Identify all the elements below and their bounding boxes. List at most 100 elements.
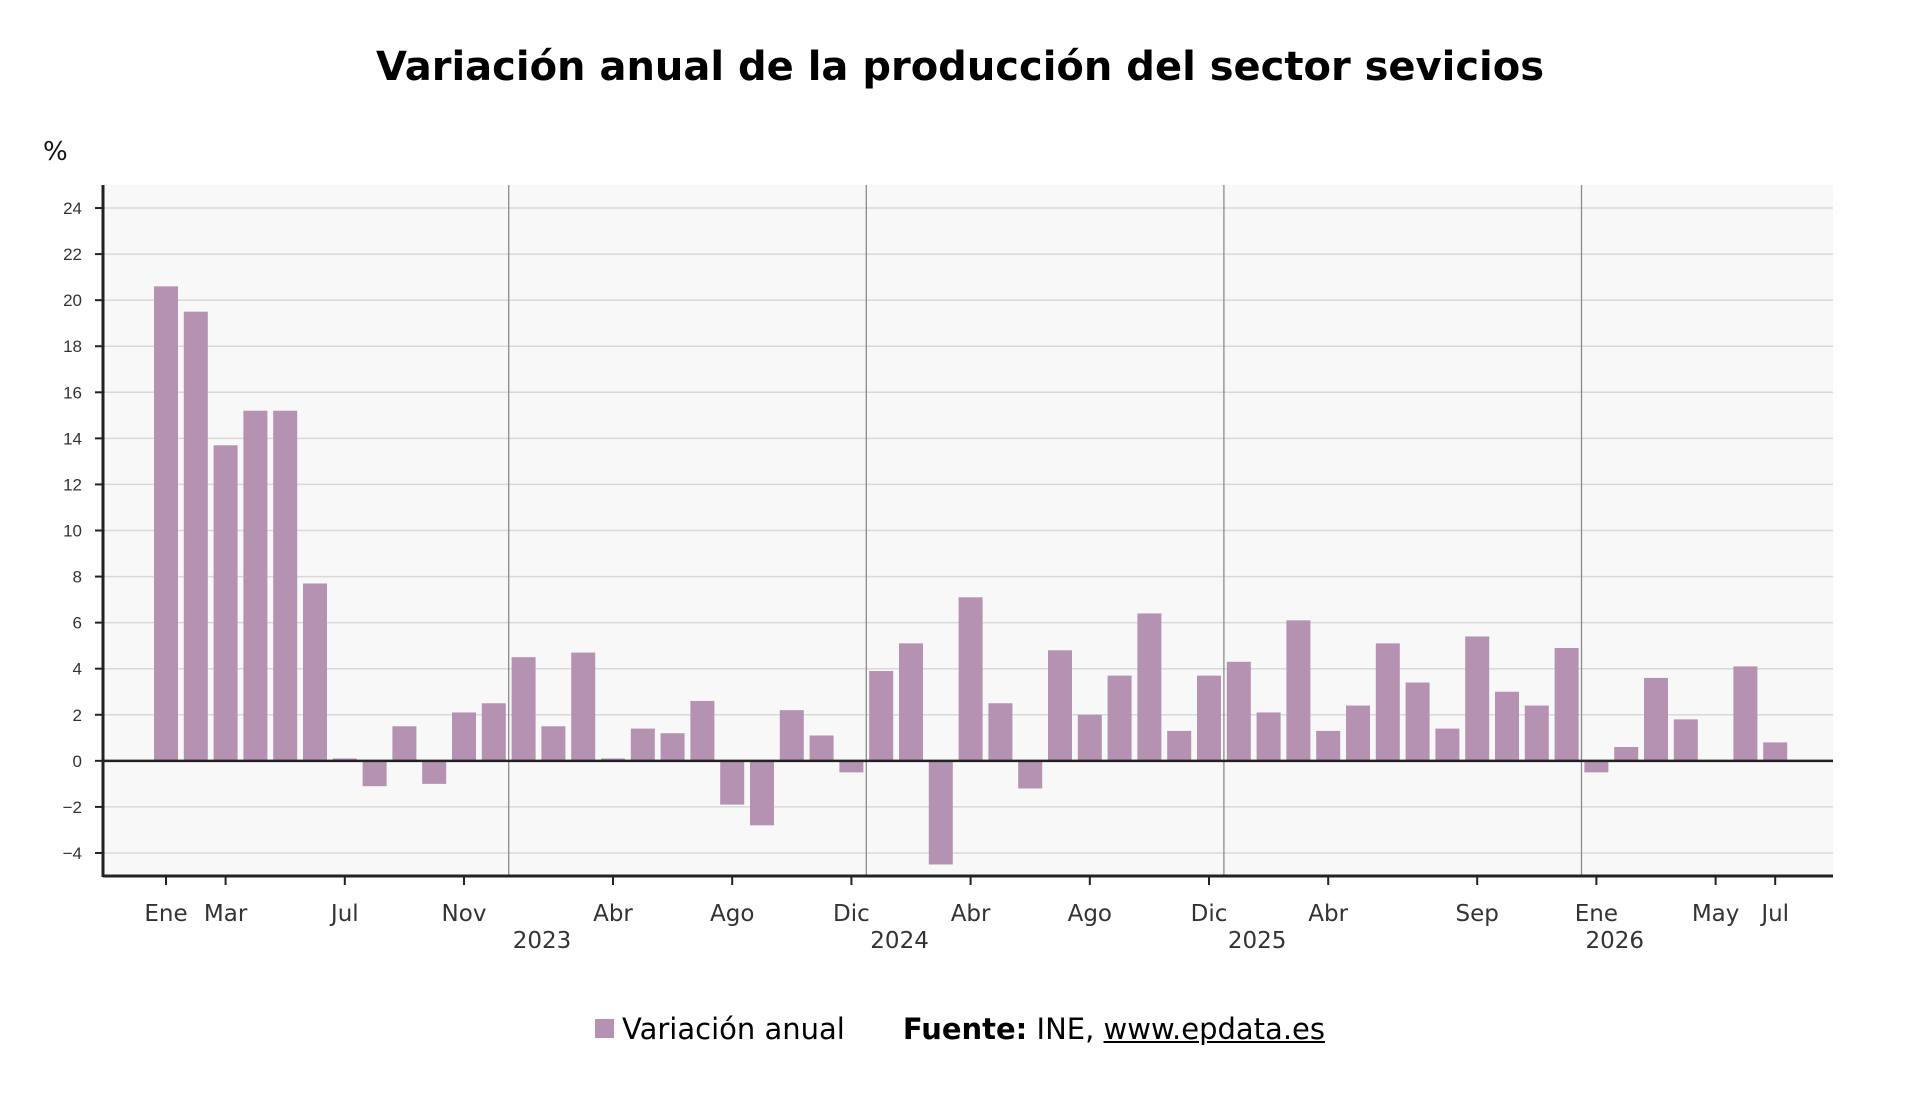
year-label-2023: 2023 <box>513 928 572 954</box>
bar-2022-03 <box>213 445 238 761</box>
bar-2026-03 <box>1644 677 1668 761</box>
bar-2023-05 <box>630 728 655 761</box>
y-tick-label-9: 14 <box>63 429 82 448</box>
bar-2025-08 <box>1435 728 1460 761</box>
y-tick-label-2: 0 <box>73 752 82 771</box>
bar-2026-07 <box>1763 742 1788 761</box>
x-tick-label-14: Jul <box>1759 901 1789 927</box>
bar-2026-04 <box>1673 719 1698 761</box>
bar-2022-01 <box>154 286 178 761</box>
x-tick-label-11: Sep <box>1456 901 1499 927</box>
y-tick-label-5: 6 <box>73 614 82 633</box>
y-tick-label-8: 12 <box>63 475 82 494</box>
y-tick-label-4: 4 <box>73 660 82 679</box>
x-tick-labels: Ene Mar Jul Nov Abr Ago Dic Abr Ago Dic Abr Sep Ene M… <box>144 901 1789 927</box>
bar-2024-11 <box>1167 730 1192 761</box>
bar-2025-10 <box>1495 691 1519 761</box>
legend-swatch <box>595 1019 615 1038</box>
bar-2025-11 <box>1524 705 1549 761</box>
bar-2022-12 <box>481 703 506 761</box>
y-tick-label-11: 18 <box>63 337 82 356</box>
chart-title: Variación anual de la producción del sec… <box>375 44 1545 90</box>
y-tick-label-1: −2 <box>63 798 82 817</box>
bar-2023-08 <box>720 760 745 805</box>
bar-series <box>154 286 1788 865</box>
bar-2025-04 <box>1316 730 1341 761</box>
x-tick-label-7: Abr <box>951 901 991 927</box>
y-tick-label-13: 22 <box>63 245 82 264</box>
bar-2026-02 <box>1614 747 1639 761</box>
year-label-2026: 2026 <box>1586 928 1645 954</box>
x-tick-label-0: Ene <box>144 901 187 927</box>
bar-2022-08 <box>362 760 387 787</box>
y-tick-label-12: 20 <box>63 291 82 310</box>
y-tick-label-7: 10 <box>63 522 82 541</box>
grid-lines <box>103 207 1833 854</box>
bar-2023-01 <box>511 657 536 761</box>
bar-2024-09 <box>1107 675 1132 761</box>
bar-2023-10 <box>779 710 804 761</box>
bar-2024-06 <box>1018 760 1043 789</box>
bar-2025-05 <box>1346 705 1370 761</box>
y-tick-label-6: 8 <box>73 568 82 587</box>
bar-2026-01 <box>1584 760 1609 773</box>
bar-2024-10 <box>1137 613 1162 761</box>
y-tick-label-10: 16 <box>63 383 82 402</box>
source-link[interactable]: www.epdata.es <box>1103 1012 1325 1046</box>
bar-2022-05 <box>273 410 298 761</box>
axes <box>95 185 1833 885</box>
year-labels: 2023 2024 2025 2026 <box>513 928 1644 954</box>
bar-2023-09 <box>750 760 774 826</box>
bar-2023-11 <box>809 735 834 761</box>
bar-2023-07 <box>690 700 715 761</box>
bar-2023-03 <box>571 652 596 761</box>
bar-2022-06 <box>303 583 327 761</box>
bar-2025-06 <box>1375 643 1400 761</box>
bar-2023-02 <box>541 726 566 761</box>
x-tick-label-8: Ago <box>1068 901 1112 927</box>
bar-2026-06 <box>1733 666 1758 761</box>
source-text: INE, <box>1027 1012 1104 1046</box>
bar-2024-03 <box>928 760 953 865</box>
bar-2025-03 <box>1286 620 1311 761</box>
x-tick-label-6: Dic <box>833 901 870 927</box>
bar-2022-09 <box>392 726 417 761</box>
chart-footer: Variación anual Fuente: INE, www.epdata.e… <box>0 1012 1920 1046</box>
bar-2024-07 <box>1048 650 1072 761</box>
x-tick-label-13: May <box>1692 901 1740 927</box>
x-tick-label-9: Dic <box>1191 901 1228 927</box>
bar-2022-10 <box>422 760 447 784</box>
x-tick-label-5: Ago <box>710 901 754 927</box>
y-tick-label-14: 24 <box>63 199 82 218</box>
bar-2025-09 <box>1465 636 1490 761</box>
bar-2022-11 <box>452 712 476 761</box>
bar-2025-12 <box>1554 647 1579 761</box>
bar-2022-02 <box>183 311 208 761</box>
bar-2023-12 <box>839 760 864 773</box>
bar-2024-04 <box>958 597 983 761</box>
source-prefix: Fuente: <box>902 1012 1028 1046</box>
bar-2024-05 <box>988 703 1013 761</box>
x-tick-label-2: Jul <box>329 901 359 927</box>
x-tick-label-3: Nov <box>442 901 487 927</box>
bar-2025-02 <box>1256 712 1281 761</box>
x-tick-label-1: Mar <box>204 901 248 927</box>
x-tick-label-12: Ene <box>1575 901 1618 927</box>
y-axis-label: % <box>43 137 68 167</box>
bar-2023-06 <box>660 733 685 761</box>
bar-2025-07 <box>1405 682 1430 761</box>
bar-2022-04 <box>243 410 268 761</box>
bar-2024-01 <box>869 671 894 761</box>
legend-label[interactable]: Variación anual <box>622 1012 845 1046</box>
bar-2024-12 <box>1197 675 1221 761</box>
bar-2024-08 <box>1077 714 1102 761</box>
year-label-2025: 2025 <box>1228 928 1287 954</box>
bar-2025-01 <box>1226 661 1251 761</box>
x-tick-label-4: Abr <box>593 901 633 927</box>
y-tick-label-0: −4 <box>63 844 82 863</box>
y-tick-label-3: 2 <box>73 706 82 725</box>
year-label-2024: 2024 <box>870 928 929 954</box>
bar-2024-02 <box>899 643 923 761</box>
